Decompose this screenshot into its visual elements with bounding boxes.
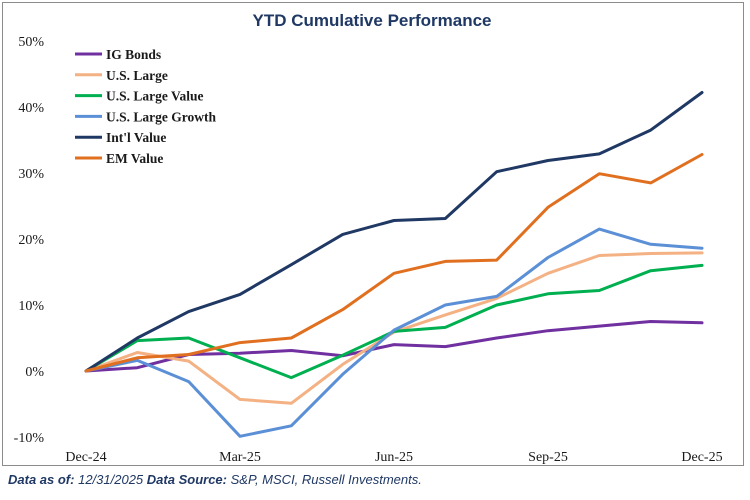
y-tick-label: 20%	[18, 233, 44, 248]
series-line-u-s-large	[84, 251, 704, 405]
chart-frame	[2, 2, 744, 466]
x-tick-label: Dec-24	[65, 450, 106, 465]
y-tick-label: 0%	[25, 365, 44, 380]
x-tick-label: Dec-25	[681, 450, 722, 465]
series-line-int-l-value	[84, 91, 704, 373]
series-lines	[84, 91, 704, 438]
legend-label: EM Value	[106, 151, 163, 166]
y-axis: -10% 0% 10% 20% 30% 40% 50%	[14, 35, 45, 446]
y-tick-label: 50%	[18, 35, 44, 50]
legend: IG Bonds U.S. Large U.S. Large Value U.S. L…	[75, 47, 216, 166]
source-label: Data Source:	[146, 472, 227, 487]
as-of-date: 12/31/2025	[78, 472, 144, 487]
x-tick-label: Jun-25	[375, 450, 413, 465]
legend-label: Int'l Value	[106, 130, 166, 145]
legend-label: U.S. Large Growth	[106, 109, 216, 124]
series-line-u-s-large-growth	[84, 227, 704, 438]
series-line-em-value	[84, 153, 704, 373]
line-chart: YTD Cumulative Performance -10% 0% 10% 20% 3…	[14, 11, 723, 465]
y-tick-label: -10%	[14, 431, 45, 446]
x-tick-label: Mar-25	[219, 450, 261, 465]
source-text: S&P, MSCI, Russell Investments.	[230, 472, 422, 487]
legend-label: IG Bonds	[106, 47, 161, 62]
legend-label: U.S. Large	[106, 68, 168, 83]
legend-label: U.S. Large Value	[106, 89, 204, 104]
x-axis: Dec-24 Mar-25 Jun-25 Sep-25 Dec-25	[65, 450, 722, 465]
y-tick-label: 10%	[18, 299, 44, 314]
y-tick-label: 40%	[18, 101, 44, 116]
chart-title: YTD Cumulative Performance	[252, 11, 491, 30]
footer-note: Data as of: 12/31/2025 Data Source: S&P,…	[8, 472, 422, 487]
y-tick-label: 30%	[18, 167, 44, 182]
as-of-label: Data as of:	[8, 472, 75, 487]
x-tick-label: Sep-25	[528, 450, 568, 465]
